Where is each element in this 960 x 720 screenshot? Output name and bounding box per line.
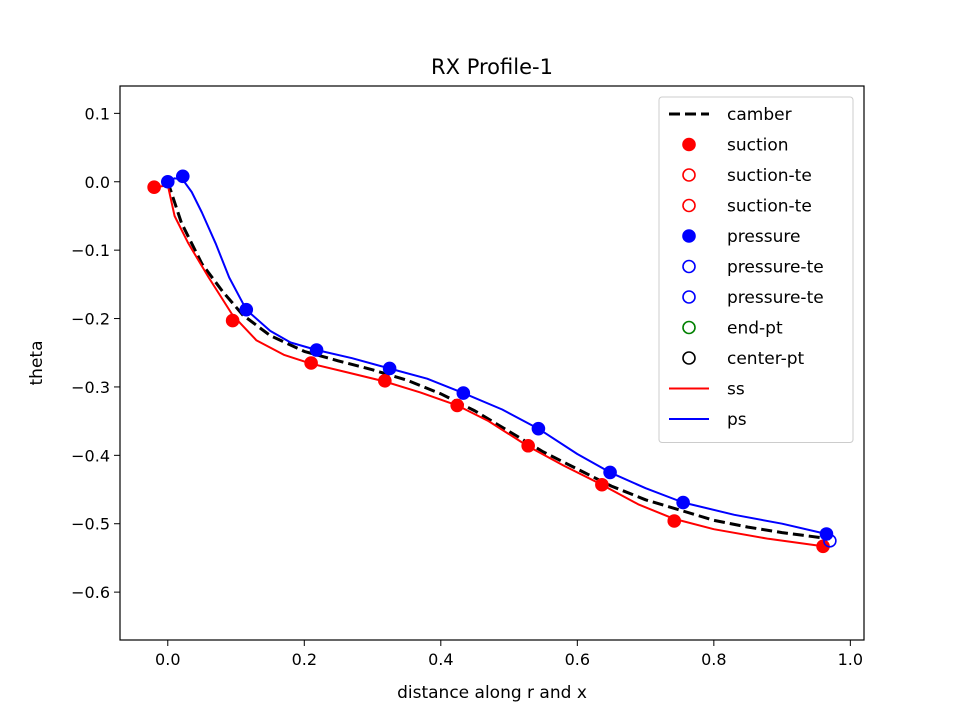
legend-label: suction-te <box>727 166 812 186</box>
pressure-point <box>819 527 834 541</box>
legend-label: ss <box>727 380 745 400</box>
pressure-point <box>382 361 397 376</box>
plot-area <box>147 169 837 554</box>
pressure-te-point <box>823 534 837 548</box>
ps-line <box>167 177 827 535</box>
legend-label: end-pt <box>727 319 783 339</box>
y-tick-label: −0.5 <box>71 515 110 534</box>
legend-swatch-suction-te <box>682 168 696 182</box>
legend-swatch-suction-te <box>682 198 696 213</box>
pressure-point <box>676 495 690 510</box>
x-tick-label: 0.8 <box>701 650 726 669</box>
legend: camber suction suction-te suction-te pressur… <box>658 96 854 443</box>
suction-point <box>521 438 535 453</box>
legend-swatch-pressure-te <box>682 290 696 304</box>
legend-label: suction-te <box>727 197 812 217</box>
legend-swatch-center-pt <box>682 351 696 365</box>
y-tick-label: −0.4 <box>71 446 110 465</box>
y-tick-label: 0.1 <box>85 104 110 123</box>
pressure-point <box>603 465 617 480</box>
legend-label: suction <box>727 136 789 156</box>
plot-frame <box>119 85 865 641</box>
legend-box <box>658 96 854 443</box>
pressure-point <box>175 169 190 184</box>
y-tick-label: −0.6 <box>71 583 110 602</box>
pressure-point <box>160 174 175 189</box>
legend-label: ps <box>727 410 747 430</box>
y-tick-label: −0.2 <box>71 310 110 329</box>
x-tick-label: 0.4 <box>428 650 453 669</box>
suction-point <box>147 180 161 195</box>
legend-label: center-pt <box>727 349 805 369</box>
legend-label: pressure-te <box>727 288 824 308</box>
suction-point <box>225 313 240 328</box>
x-tick-label: 0.6 <box>565 650 590 669</box>
legend-label: pressure <box>727 227 800 247</box>
y-tick-label: −0.3 <box>71 378 110 397</box>
suction-point <box>378 373 392 388</box>
legend-label: camber <box>727 105 792 125</box>
chart-title: RX Profile-1 <box>431 55 553 79</box>
y-axis-label: theta <box>27 341 47 386</box>
legend-swatch-suction <box>682 137 696 152</box>
legend-swatch-end-pt <box>682 320 696 335</box>
legend-swatch-pressure-te <box>682 259 696 274</box>
axes: 0.0 0.2 0.4 0.6 0.8 1.0 0.1 0.0 −0.1 −0.2 −0.3 −0.4… <box>71 104 863 669</box>
suction-point <box>595 477 609 492</box>
suction-point <box>450 398 464 413</box>
pressure-point <box>309 343 324 357</box>
pressure-point <box>531 421 546 436</box>
x-tick-label: 1.0 <box>838 650 863 669</box>
y-tick-label: −0.1 <box>71 241 110 260</box>
legend-swatch-pressure <box>682 229 696 243</box>
legend-label: pressure-te <box>727 258 824 278</box>
x-tick-label: 0.2 <box>292 650 317 669</box>
x-tick-label: 0.0 <box>155 650 180 669</box>
x-axis-label: distance along r and x <box>397 683 587 703</box>
suction-point <box>304 356 318 370</box>
pressure-point <box>456 386 471 400</box>
y-tick-label: 0.0 <box>85 173 110 192</box>
suction-point <box>667 514 682 528</box>
pressure-point <box>239 302 254 317</box>
